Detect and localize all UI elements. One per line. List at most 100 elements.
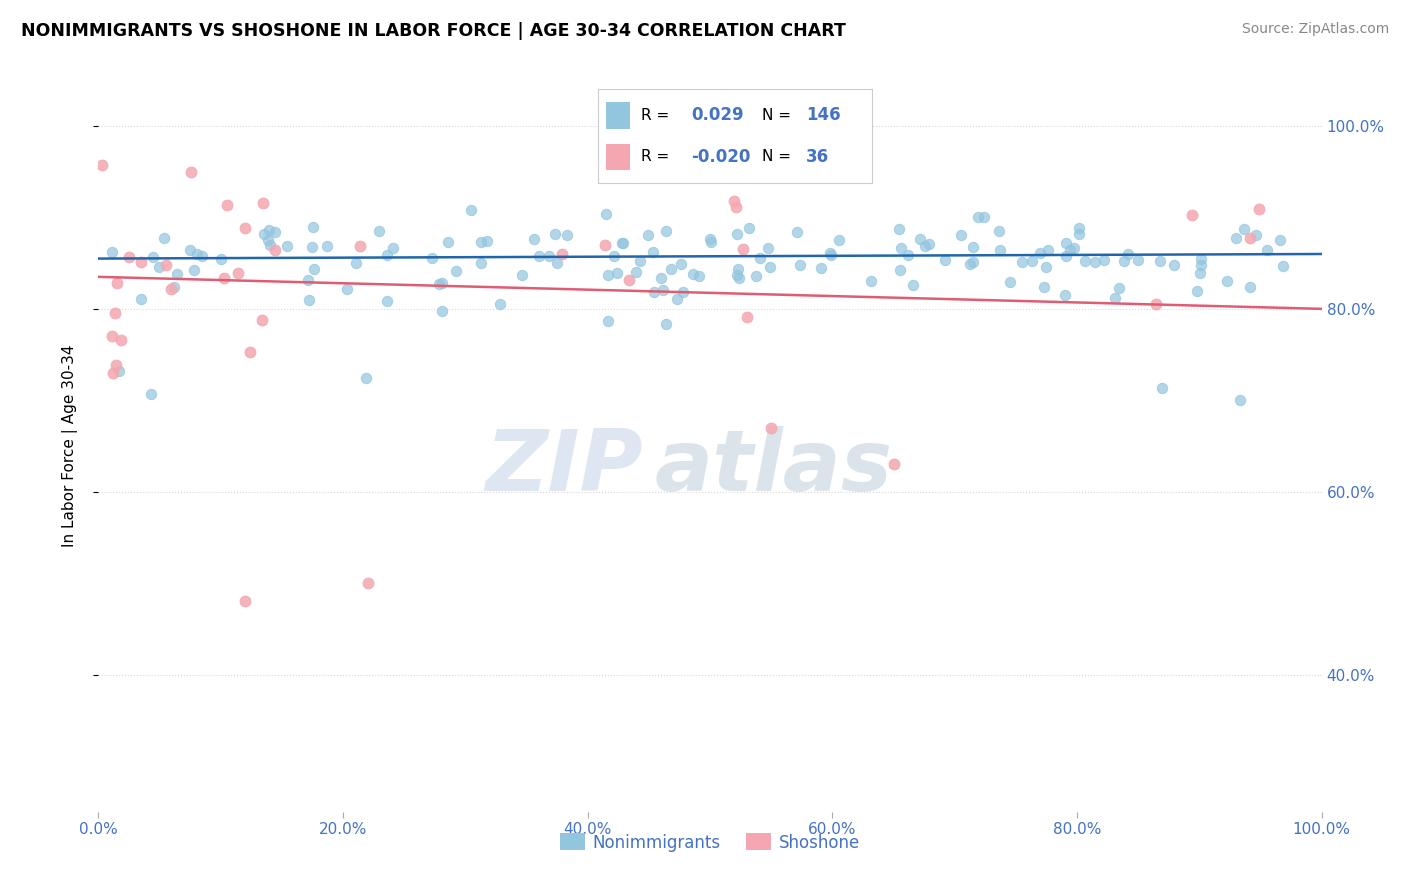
- Point: [1232, 222, 1254, 236]
- Point: [160, 282, 183, 296]
- Point: [1189, 266, 1212, 280]
- Point: [1150, 381, 1173, 395]
- Point: [1149, 253, 1171, 268]
- Point: [914, 238, 936, 252]
- Point: [460, 202, 482, 217]
- Point: [129, 292, 152, 306]
- Point: [1116, 247, 1139, 261]
- Point: [593, 237, 616, 252]
- Point: [728, 271, 751, 285]
- Point: [596, 314, 619, 328]
- Bar: [606, 103, 630, 128]
- Text: 146: 146: [806, 106, 841, 124]
- Point: [422, 252, 444, 266]
- Point: [988, 244, 1011, 258]
- Point: [1104, 291, 1126, 305]
- Point: [110, 333, 132, 347]
- Point: [527, 249, 550, 263]
- Point: [1092, 252, 1115, 267]
- Point: [1032, 280, 1054, 294]
- Text: R =: R =: [641, 108, 669, 123]
- Point: [624, 264, 647, 278]
- Point: [908, 232, 931, 246]
- Point: [105, 276, 128, 290]
- Y-axis label: In Labor Force | Age 30-34: In Labor Force | Age 30-34: [62, 344, 77, 548]
- Point: [756, 241, 779, 255]
- Point: [1035, 260, 1057, 274]
- Point: [688, 268, 710, 283]
- Legend: Nonimmigrants, Shoshone: Nonimmigrants, Shoshone: [553, 827, 868, 858]
- Point: [344, 256, 367, 270]
- Point: [166, 267, 188, 281]
- Point: [163, 280, 186, 294]
- Point: [538, 249, 561, 263]
- Point: [988, 224, 1011, 238]
- Point: [699, 232, 721, 246]
- Point: [1011, 255, 1033, 269]
- Point: [301, 240, 323, 254]
- Point: [543, 227, 565, 242]
- Point: [263, 244, 285, 258]
- Point: [1084, 254, 1107, 268]
- Point: [180, 165, 202, 179]
- Point: [967, 210, 990, 224]
- Point: [101, 245, 124, 260]
- Point: [959, 257, 981, 271]
- Point: [1054, 236, 1077, 251]
- Text: 36: 36: [806, 148, 830, 166]
- Point: [724, 200, 747, 214]
- Point: [155, 258, 177, 272]
- Point: [643, 285, 665, 300]
- Point: [475, 234, 498, 248]
- Point: [1108, 281, 1130, 295]
- Point: [108, 364, 131, 378]
- Point: [368, 223, 391, 237]
- Point: [655, 318, 678, 332]
- Point: [897, 248, 920, 262]
- Text: 0.029: 0.029: [690, 106, 744, 124]
- Point: [962, 255, 984, 269]
- Point: [682, 267, 704, 281]
- Bar: [606, 144, 630, 169]
- Point: [700, 235, 723, 249]
- Point: [356, 576, 378, 591]
- Point: [191, 249, 214, 263]
- Point: [641, 244, 664, 259]
- Text: N =: N =: [762, 149, 792, 164]
- Point: [651, 283, 673, 297]
- Point: [186, 246, 208, 260]
- Point: [1021, 254, 1043, 268]
- Point: [233, 220, 256, 235]
- Point: [259, 238, 281, 252]
- Point: [1189, 258, 1212, 272]
- Point: [606, 266, 628, 280]
- Point: [890, 241, 912, 255]
- Point: [1249, 202, 1271, 216]
- Point: [214, 270, 236, 285]
- Point: [1028, 246, 1050, 260]
- Point: [179, 244, 201, 258]
- Point: [1225, 231, 1247, 245]
- Point: [669, 257, 692, 271]
- Point: [183, 263, 205, 277]
- Point: [918, 236, 941, 251]
- Point: [595, 207, 617, 221]
- Point: [1187, 284, 1209, 298]
- Point: [661, 261, 683, 276]
- Point: [1074, 254, 1097, 268]
- Point: [101, 328, 124, 343]
- Point: [727, 261, 749, 276]
- Point: [349, 239, 371, 253]
- Point: [1054, 288, 1077, 302]
- Point: [758, 260, 780, 275]
- Point: [302, 220, 325, 235]
- Point: [1163, 258, 1185, 272]
- Point: [901, 278, 924, 293]
- Point: [252, 313, 274, 327]
- Point: [153, 231, 176, 245]
- Point: [733, 242, 755, 256]
- Point: [1272, 259, 1295, 273]
- Point: [117, 250, 139, 264]
- Point: [1239, 280, 1261, 294]
- Point: [226, 266, 249, 280]
